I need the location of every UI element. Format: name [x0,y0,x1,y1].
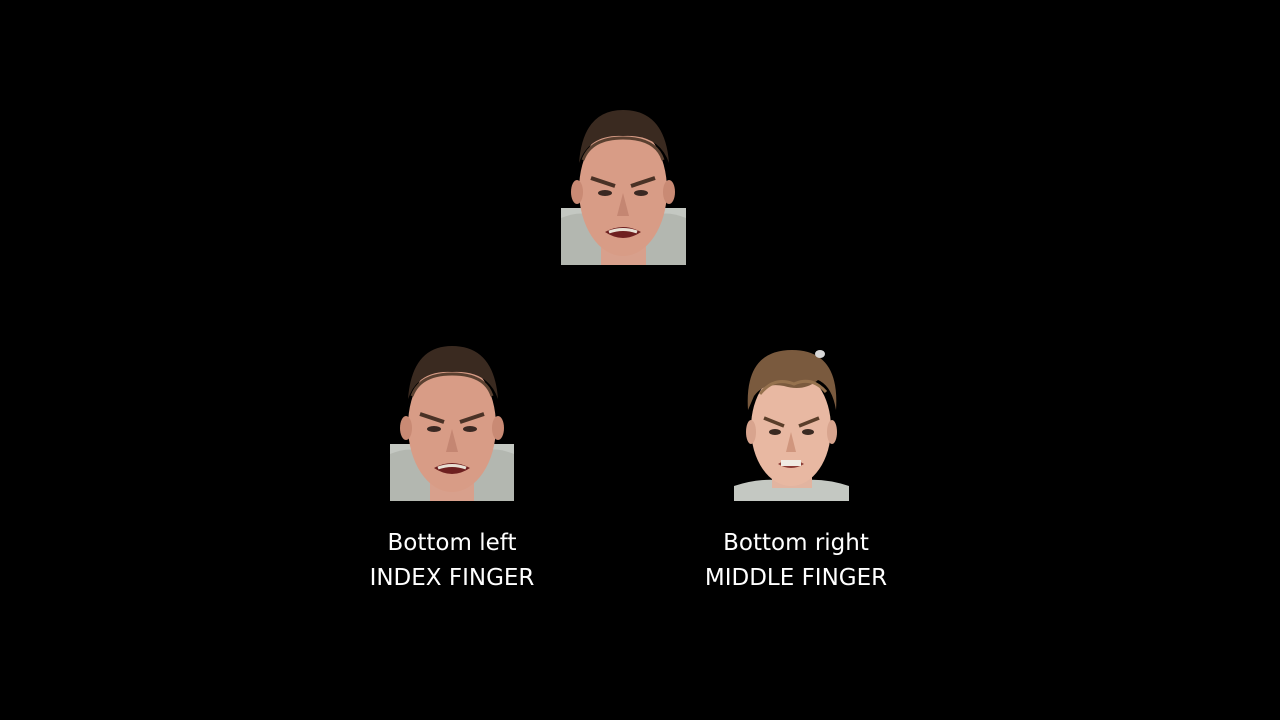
angry-face-bottom-left-image [390,344,514,501]
caption-bottom-left: Bottom left INDEX FINGER [322,526,582,596]
position-label-bottom-left: Bottom left [387,530,517,556]
finger-label-index: INDEX FINGER [369,565,535,591]
position-label-bottom-right: Bottom right [723,530,869,556]
finger-label-middle: MIDDLE FINGER [704,565,888,591]
angry-face-bottom-right-image [734,346,849,501]
caption-bottom-right: Bottom right MIDDLE FINGER [666,526,926,596]
angry-face-top-image [561,108,686,265]
